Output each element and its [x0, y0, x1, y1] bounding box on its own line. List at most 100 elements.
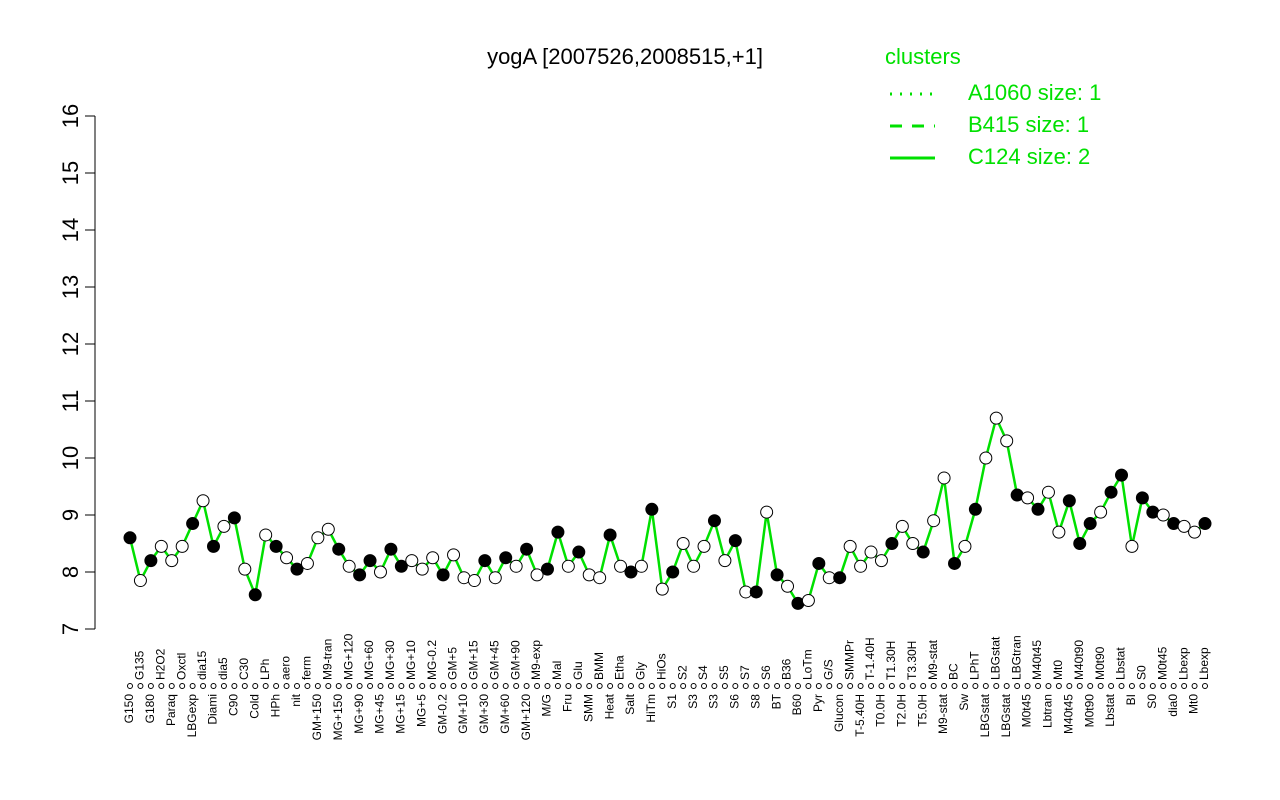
x-tick [659, 683, 666, 689]
x-tick-label: nit [289, 693, 303, 706]
data-point [968, 502, 982, 516]
x-tick [690, 683, 697, 689]
data-point [948, 556, 962, 570]
data-point [1031, 502, 1045, 516]
x-tick-label: GM+30 [477, 694, 491, 734]
data-point [697, 539, 711, 553]
x-tick [398, 683, 405, 689]
x-tick [920, 683, 927, 689]
x-tick [460, 683, 467, 689]
data-point [593, 571, 607, 585]
x-tick-label: aero [279, 656, 293, 680]
x-tick-label: S6 [759, 665, 773, 680]
data-point [781, 579, 795, 593]
x-tick [753, 683, 760, 689]
data-point [238, 562, 252, 576]
data-point [916, 545, 930, 559]
x-tick [356, 683, 363, 689]
data-point [290, 562, 304, 576]
data-point [979, 451, 993, 465]
x-tick [826, 683, 833, 689]
x-tick [367, 683, 374, 689]
x-tick-label: Gly [634, 662, 648, 680]
x-tick [909, 683, 916, 689]
x-tick [1035, 683, 1042, 689]
data-point [989, 411, 1003, 425]
x-tick [471, 683, 478, 689]
x-tick [617, 683, 624, 689]
x-tick [1170, 683, 1177, 689]
x-tick-label: Glu [571, 661, 585, 680]
x-tick-label: G135 [133, 650, 147, 680]
x-tick [1014, 683, 1021, 689]
x-tick-label: M0t45 [1155, 646, 1169, 680]
x-tick [450, 683, 457, 689]
data-point [1198, 517, 1212, 531]
x-tick-label: GM+10 [456, 694, 470, 734]
legend-label: C124 size: 2 [968, 144, 1090, 169]
data-point [1083, 517, 1097, 531]
x-tick [210, 683, 217, 689]
x-tick-label: S2 [675, 665, 689, 680]
x-tick-label: S6 [728, 694, 742, 709]
x-tick [241, 683, 248, 689]
x-tick-label: B60 [790, 694, 804, 716]
x-tick [273, 683, 280, 689]
x-tick-label: S0 [1145, 694, 1159, 709]
data-point [186, 517, 200, 531]
x-tick-label: Heat [602, 693, 616, 719]
data-point [394, 559, 408, 573]
x-tick [1202, 683, 1208, 689]
data-point [165, 554, 179, 568]
x-tick-label: HPh [268, 694, 282, 717]
x-tick-label: BI [1124, 694, 1138, 705]
data-point [447, 548, 461, 562]
x-tick-label: LoTm [801, 649, 815, 680]
x-tick-label: dia5 [216, 657, 230, 680]
x-tick [857, 683, 864, 689]
x-tick [1097, 683, 1104, 689]
x-tick [972, 683, 979, 689]
data-point [1115, 468, 1129, 482]
x-tick-label: GM+45 [487, 640, 501, 680]
data-point [1021, 491, 1035, 505]
x-tick-label: LBGexp [185, 694, 199, 738]
legend-label: A1060 size: 1 [968, 80, 1101, 105]
x-tick [1160, 683, 1167, 689]
x-tick [481, 683, 488, 689]
x-tick-label: GM+120 [519, 694, 533, 741]
data-point [1062, 494, 1076, 508]
x-tick-label: S8 [748, 694, 762, 709]
x-tick-label: Lbexp [1197, 647, 1211, 680]
data-point [927, 514, 941, 528]
x-tick [1181, 683, 1188, 689]
data-point [1041, 485, 1055, 499]
x-tick-label: Sw [957, 694, 971, 711]
x-tick [220, 683, 227, 689]
x-tick [763, 683, 770, 689]
x-tick-label: Pyr [811, 694, 825, 712]
data-point [1188, 525, 1202, 539]
x-tick-label: GM+15 [467, 640, 481, 680]
x-tick-label: SMM [581, 694, 595, 722]
data-point [551, 525, 565, 539]
x-tick-label: LPh [258, 659, 272, 680]
x-tick-label: S7 [738, 665, 752, 680]
x-tick-label: LBGtran [1009, 635, 1023, 680]
x-tick-label: Etha [613, 655, 627, 680]
y-tick-label: 10 [58, 446, 83, 470]
x-tick-label: H2O2 [153, 648, 167, 680]
x-tick [429, 683, 436, 689]
x-tick [805, 683, 812, 689]
x-tick-label: M9-stat [936, 693, 950, 734]
x-tick [742, 683, 749, 689]
x-tick [565, 683, 572, 689]
data-point [572, 545, 586, 559]
x-tick [335, 683, 342, 689]
data-point [478, 554, 492, 568]
data-point [1156, 508, 1170, 522]
x-tick [1055, 683, 1062, 689]
data-point [614, 559, 628, 573]
x-tick [534, 683, 541, 689]
data-point [864, 545, 878, 559]
